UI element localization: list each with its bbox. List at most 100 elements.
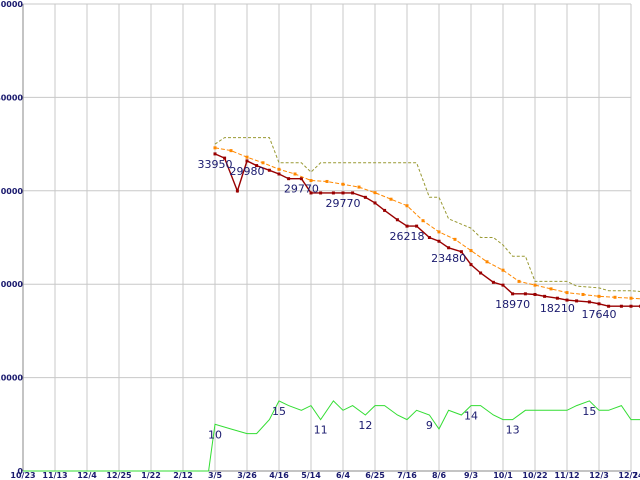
count-data-label: 14 xyxy=(464,410,478,423)
price-point xyxy=(235,189,239,193)
max-series-line xyxy=(214,137,640,292)
price-data-label: 23480 xyxy=(431,252,466,265)
price-point xyxy=(373,201,377,205)
price-point xyxy=(587,300,591,304)
price-point xyxy=(427,236,431,239)
average-point xyxy=(373,191,377,195)
x-tick-label: 3/26 xyxy=(237,471,257,480)
y-tick-label: 50000 xyxy=(0,0,23,9)
average-point xyxy=(517,279,521,283)
price-point xyxy=(363,195,367,199)
average-point xyxy=(629,296,633,300)
average-point xyxy=(533,283,537,287)
x-tick-label: 6/4 xyxy=(336,471,350,480)
x-tick-label: 11/12 xyxy=(554,471,579,480)
average-point xyxy=(357,185,361,189)
count-data-label: 10 xyxy=(208,428,222,441)
price-point xyxy=(501,283,505,287)
price-point xyxy=(597,302,601,306)
average-point xyxy=(245,155,249,159)
price-point xyxy=(309,191,313,195)
average-point xyxy=(389,197,393,201)
price-data-label: 18210 xyxy=(540,302,575,315)
x-tick-label: 10/1 xyxy=(493,471,513,480)
average-point xyxy=(229,149,233,153)
price-data-label: 17640 xyxy=(582,308,617,321)
price-point xyxy=(405,224,409,228)
x-tick-label: 3/5 xyxy=(208,471,222,480)
price-point xyxy=(619,304,623,308)
count-data-label: 9 xyxy=(426,419,433,432)
x-tick-label: 7 xyxy=(632,471,638,480)
average-point xyxy=(261,161,265,165)
price-point xyxy=(341,191,345,195)
average-point xyxy=(293,172,297,176)
average-point xyxy=(309,179,313,183)
price-point xyxy=(331,191,335,195)
price-point xyxy=(213,152,217,156)
x-tick-label: 10/23 xyxy=(10,471,35,480)
average-point xyxy=(597,294,601,298)
average-point xyxy=(341,182,345,186)
price-point xyxy=(255,164,259,168)
price-point xyxy=(555,296,559,300)
x-tick-label: 12/3 xyxy=(589,471,609,480)
price-data-label: 29770 xyxy=(284,183,319,196)
x-tick-label: 9/3 xyxy=(464,471,478,480)
price-point xyxy=(479,271,483,275)
x-tick-label: 8/6 xyxy=(432,471,446,480)
price-point xyxy=(523,292,527,296)
price-point xyxy=(351,191,355,195)
x-tick-label: 11/13 xyxy=(42,471,67,480)
price-point xyxy=(437,239,441,243)
price-point xyxy=(383,208,387,212)
average-point xyxy=(213,146,217,150)
y-tick-label: 40000 xyxy=(0,93,23,102)
average-point xyxy=(485,260,489,264)
y-tick-label: 10000 xyxy=(0,374,23,383)
x-tick-label: 5/14 xyxy=(301,471,321,480)
count-series-line xyxy=(23,400,640,472)
count-data-label: 13 xyxy=(506,424,520,437)
count-data-label: 12 xyxy=(358,419,372,432)
average-point xyxy=(277,167,281,171)
x-tick-label: 1/22 xyxy=(141,471,161,480)
price-data-label: 18970 xyxy=(495,298,530,311)
average-point xyxy=(437,230,441,234)
price-point xyxy=(459,250,463,254)
price-point xyxy=(565,298,569,302)
average-point xyxy=(421,219,425,223)
price-point xyxy=(277,172,281,176)
average-point xyxy=(469,249,473,253)
y-tick-label: 20000 xyxy=(0,280,23,289)
price-point xyxy=(267,168,271,172)
average-point xyxy=(613,295,617,299)
count-data-label: 15 xyxy=(582,405,596,418)
price-point xyxy=(629,304,633,308)
x-tick-label: 7/16 xyxy=(397,471,417,480)
price-point xyxy=(469,263,473,267)
x-tick-label: 4/16 xyxy=(269,471,289,480)
x-tick-label: 10/22 xyxy=(522,471,547,480)
price-data-label: 29980 xyxy=(230,165,265,178)
price-point xyxy=(511,292,515,296)
average-point xyxy=(453,237,457,241)
average-point xyxy=(549,287,553,291)
y-tick-label: 30000 xyxy=(0,187,23,196)
average-point xyxy=(325,179,329,183)
average-point xyxy=(501,268,505,272)
count-data-label: 11 xyxy=(314,424,328,437)
price-point xyxy=(395,218,399,222)
price-point xyxy=(245,159,249,163)
price-point xyxy=(543,294,547,298)
x-tick-label: 12/25 xyxy=(106,471,132,480)
x-tick-label: 2/12 xyxy=(173,471,193,480)
price-data-label: 33950 xyxy=(198,158,233,171)
price-point xyxy=(491,280,495,284)
price-point xyxy=(533,292,537,296)
price-point xyxy=(575,299,579,303)
x-tick-label: 6/25 xyxy=(365,471,385,480)
price-point xyxy=(447,246,451,250)
price-point xyxy=(299,177,303,181)
